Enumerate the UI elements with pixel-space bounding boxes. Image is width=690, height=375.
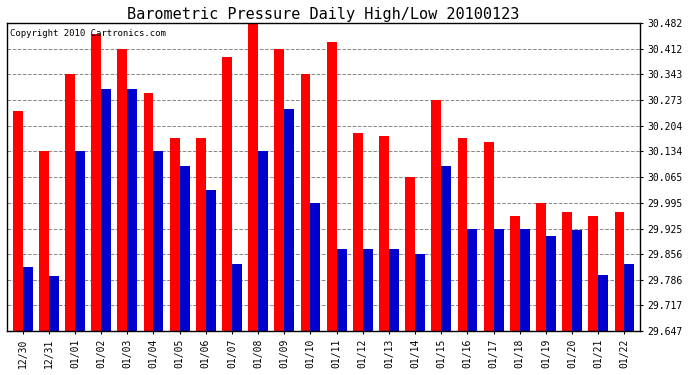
Bar [301, 74, 310, 331]
Bar [144, 93, 153, 331]
Title: Barometric Pressure Daily High/Low 20100123: Barometric Pressure Daily High/Low 20100… [128, 7, 520, 22]
Bar [23, 267, 32, 331]
Bar [12, 111, 23, 331]
Bar [467, 228, 477, 331]
Bar [536, 203, 546, 331]
Bar [589, 216, 598, 331]
Bar [232, 264, 242, 331]
Bar [128, 89, 137, 331]
Bar [520, 228, 530, 331]
Bar [310, 203, 320, 331]
Bar [117, 49, 128, 331]
Bar [363, 249, 373, 331]
Bar [379, 136, 389, 331]
Bar [442, 166, 451, 331]
Bar [484, 142, 493, 331]
Bar [572, 230, 582, 331]
Bar [65, 74, 75, 331]
Bar [431, 100, 442, 331]
Bar [615, 212, 624, 331]
Bar [415, 254, 425, 331]
Bar [75, 152, 85, 331]
Bar [624, 264, 634, 331]
Bar [353, 133, 363, 331]
Bar [598, 274, 609, 331]
Bar [457, 138, 467, 331]
Bar [248, 23, 258, 331]
Bar [493, 228, 504, 331]
Bar [222, 57, 232, 331]
Bar [196, 138, 206, 331]
Bar [179, 166, 190, 331]
Text: Copyright 2010 Cartronics.com: Copyright 2010 Cartronics.com [10, 29, 166, 38]
Bar [562, 212, 572, 331]
Bar [101, 89, 111, 331]
Bar [275, 49, 284, 331]
Bar [546, 236, 556, 331]
Bar [389, 249, 399, 331]
Bar [206, 190, 216, 331]
Bar [49, 276, 59, 331]
Bar [284, 109, 294, 331]
Bar [170, 138, 179, 331]
Bar [153, 152, 164, 331]
Bar [405, 177, 415, 331]
Bar [91, 34, 101, 331]
Bar [510, 216, 520, 331]
Bar [337, 249, 346, 331]
Bar [258, 152, 268, 331]
Bar [39, 152, 49, 331]
Bar [326, 42, 337, 331]
